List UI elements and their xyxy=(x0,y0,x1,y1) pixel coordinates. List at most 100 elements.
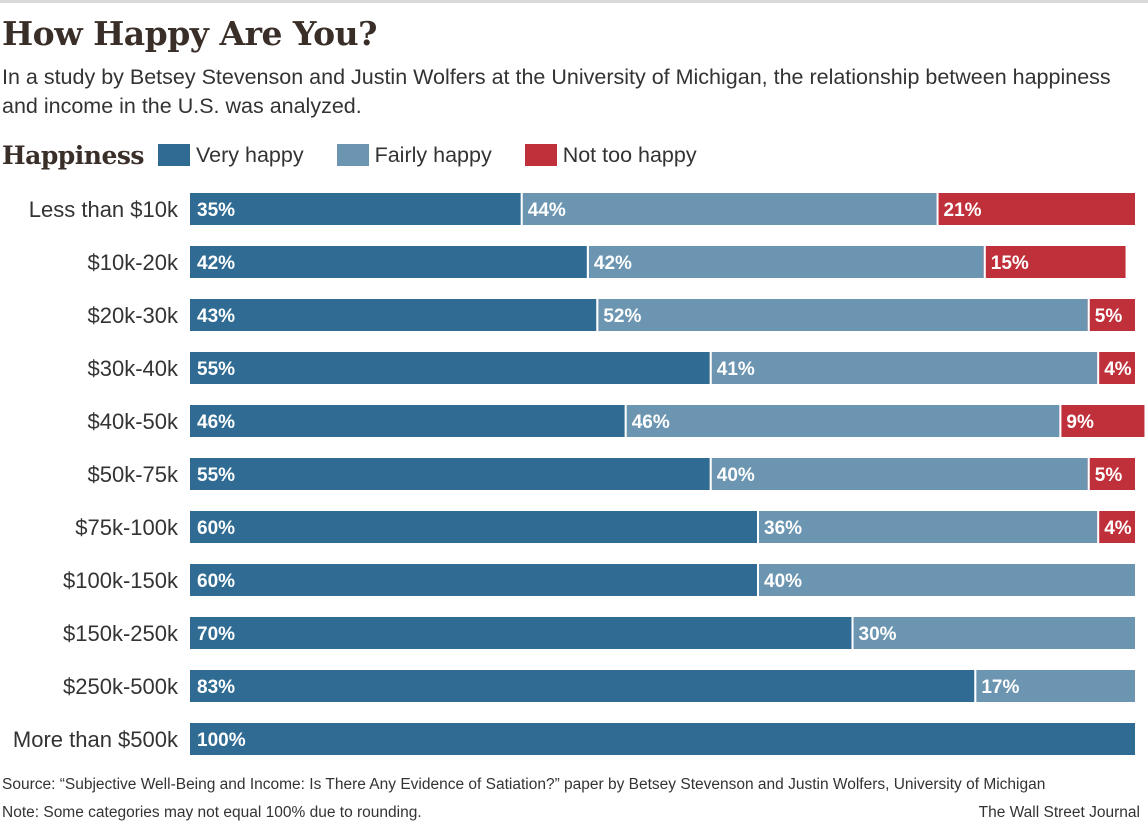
legend-title: Happiness xyxy=(2,140,145,170)
legend-item-very-happy: Very happy xyxy=(158,143,304,168)
data-label-not-too-happy-75k-100k: 4% xyxy=(1104,518,1132,539)
data-label-fairly-happy-20k-30k: 52% xyxy=(603,306,641,327)
data-label-very-happy-75k-100k: 60% xyxy=(197,518,235,539)
bar-fairly-happy-250k-500k xyxy=(974,670,1135,702)
category-label-150k-250k: $150k-250k xyxy=(63,621,179,646)
bar-very-happy-50k-75k xyxy=(190,458,710,490)
bar-not-too-happy-10k-20k xyxy=(983,246,1126,278)
data-label-very-happy-100k-150k: 60% xyxy=(197,571,235,592)
category-label-10k-20k: $10k-20k xyxy=(87,250,179,275)
segment-divider xyxy=(1087,299,1090,331)
rounding-note: Note: Some categories may not equal 100%… xyxy=(2,804,422,821)
bar-fairly-happy-30k-40k xyxy=(709,352,1098,384)
data-label-fairly-happy-30k-40k: 41% xyxy=(717,359,755,380)
segment-divider xyxy=(974,670,977,702)
bar-fairly-happy-20k-30k xyxy=(596,299,1088,331)
data-label-not-too-happy-50k-75k: 5% xyxy=(1095,465,1123,486)
data-label-fairly-happy-50k-75k: 40% xyxy=(717,465,755,486)
data-label-fairly-happy-100k-150k: 40% xyxy=(764,571,802,592)
bar-fairly-happy-less-than-10k xyxy=(520,193,937,225)
data-label-very-happy-40k-50k: 46% xyxy=(197,412,235,433)
data-label-not-too-happy-30k-40k: 4% xyxy=(1104,359,1132,380)
segment-divider xyxy=(709,458,712,490)
data-label-very-happy-150k-250k: 70% xyxy=(197,624,235,645)
legend-swatch-not-too-happy xyxy=(524,144,557,166)
bar-fairly-happy-100k-150k xyxy=(757,564,1135,596)
segment-divider xyxy=(709,352,712,384)
data-label-fairly-happy-250k-500k: 17% xyxy=(981,677,1019,698)
top-rule xyxy=(0,0,1148,3)
data-label-not-too-happy-less-than-10k: 21% xyxy=(944,200,982,221)
category-label-30k-40k: $30k-40k xyxy=(87,356,179,381)
segment-divider xyxy=(757,564,759,596)
bar-fairly-happy-75k-100k xyxy=(757,511,1098,543)
bar-very-happy-100k-150k xyxy=(190,564,757,596)
bar-not-too-happy-30k-40k xyxy=(1097,352,1135,384)
data-label-not-too-happy-20k-30k: 5% xyxy=(1095,306,1123,327)
segment-divider xyxy=(983,246,986,278)
category-label-250k-500k: $250k-500k xyxy=(63,674,179,699)
legend-label-very-happy: Very happy xyxy=(196,142,304,167)
data-label-very-happy-10k-20k: 42% xyxy=(197,253,235,274)
bar-very-happy-10k-20k xyxy=(190,246,587,278)
bar-fairly-happy-10k-20k xyxy=(586,246,984,278)
bar-very-happy-20k-30k xyxy=(190,299,597,331)
data-label-fairly-happy-10k-20k: 42% xyxy=(594,253,632,274)
data-label-fairly-happy-40k-50k: 46% xyxy=(632,412,670,433)
segment-divider xyxy=(1087,458,1090,490)
bar-not-too-happy-50k-75k xyxy=(1087,458,1135,490)
category-label-20k-30k: $20k-30k xyxy=(87,303,179,328)
data-label-not-too-happy-10k-20k: 15% xyxy=(991,253,1029,274)
bar-not-too-happy-less-than-10k xyxy=(936,193,1135,225)
bar-fairly-happy-40k-50k xyxy=(624,405,1060,437)
stacked-bar-chart: Less than $10k 35% 44% 21% $10k-20k 42% 42% 15%… xyxy=(13,193,1145,755)
segment-divider xyxy=(1097,352,1100,384)
segment-divider xyxy=(596,299,599,331)
segment-divider xyxy=(757,511,759,543)
data-label-very-happy-250k-500k: 83% xyxy=(197,677,235,698)
bar-very-happy-250k-500k xyxy=(190,670,975,702)
source-note: Source: “Subjective Well-Being and Incom… xyxy=(2,776,1046,793)
chart-title: How Happy Are You? xyxy=(2,14,377,53)
publisher-credit: The Wall Street Journal xyxy=(978,804,1140,821)
segment-divider xyxy=(1097,511,1100,543)
segment-divider xyxy=(1059,405,1062,437)
data-label-fairly-happy-150k-250k: 30% xyxy=(859,624,897,645)
bar-very-happy-30k-40k xyxy=(190,352,710,384)
category-label-75k-100k: $75k-100k xyxy=(75,515,179,540)
category-label-100k-150k: $100k-150k xyxy=(63,568,179,593)
bar-not-too-happy-40k-50k xyxy=(1059,405,1145,437)
bar-not-too-happy-75k-100k xyxy=(1097,511,1135,543)
segment-divider xyxy=(520,193,523,225)
data-label-fairly-happy-75k-100k: 36% xyxy=(764,518,802,539)
legend-item-fairly-happy: Fairly happy xyxy=(336,142,492,168)
data-label-not-too-happy-40k-50k: 9% xyxy=(1066,412,1094,433)
legend-label-not-too-happy: Not too happy xyxy=(562,142,697,167)
bar-not-too-happy-20k-30k xyxy=(1087,299,1135,331)
legend: Happiness Very happy Fairly happy Not to… xyxy=(2,136,730,174)
category-label-40k-50k: $40k-50k xyxy=(87,409,179,434)
segment-divider xyxy=(624,405,627,437)
data-label-very-happy-30k-40k: 55% xyxy=(197,359,235,380)
bar-fairly-happy-50k-75k xyxy=(709,458,1088,490)
segment-divider xyxy=(936,193,939,225)
bar-very-happy-less-than-10k xyxy=(190,193,521,225)
legend-swatch-very-happy xyxy=(158,144,191,166)
category-label-less-than-10k: Less than $10k xyxy=(29,197,179,222)
data-label-very-happy-50k-75k: 55% xyxy=(197,465,235,486)
bar-very-happy-75k-100k xyxy=(190,511,757,543)
data-label-very-happy-20k-30k: 43% xyxy=(197,306,235,327)
bar-very-happy-more-than-500k xyxy=(190,723,1135,755)
legend-swatch-fairly-happy xyxy=(336,144,369,166)
legend-label-fairly-happy: Fairly happy xyxy=(374,142,492,167)
data-label-fairly-happy-less-than-10k: 44% xyxy=(528,200,566,221)
bar-fairly-happy-150k-250k xyxy=(851,617,1135,649)
data-label-very-happy-less-than-10k: 35% xyxy=(197,200,235,221)
bar-very-happy-150k-250k xyxy=(190,617,852,649)
segment-divider xyxy=(851,617,854,649)
segment-divider xyxy=(586,246,589,278)
category-label-more-than-500k: More than $500k xyxy=(13,727,179,752)
bar-very-happy-40k-50k xyxy=(190,405,625,437)
chart-subtitle: In a study by Betsey Stevenson and Justi… xyxy=(2,65,1111,118)
legend-item-not-too-happy: Not too happy xyxy=(524,142,697,168)
